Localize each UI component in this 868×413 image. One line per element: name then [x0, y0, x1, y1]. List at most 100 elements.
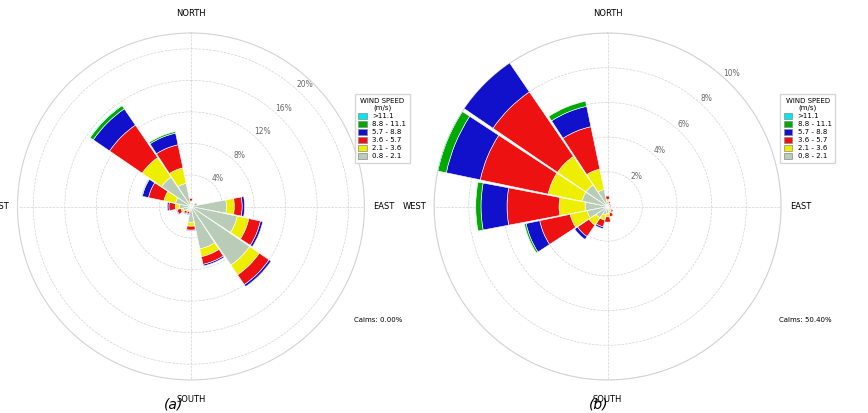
Bar [582, 192, 608, 206]
Bar [559, 197, 585, 216]
Bar [141, 179, 149, 196]
Bar [187, 226, 195, 230]
Bar [608, 206, 610, 211]
Text: (b): (b) [589, 398, 608, 412]
Bar [89, 105, 122, 138]
Legend: >11.1, 8.8 - 11.1, 5.7 - 8.8, 3.6 - 5.7, 2.1 - 3.6, 0.8 - 2.1: >11.1, 8.8 - 11.1, 5.7 - 8.8, 3.6 - 5.7,… [355, 94, 410, 163]
Bar [608, 211, 611, 213]
Bar [148, 183, 168, 201]
Legend: >11.1, 8.8 - 11.1, 5.7 - 8.8, 3.6 - 5.7, 2.1 - 3.6, 0.8 - 2.1: >11.1, 8.8 - 11.1, 5.7 - 8.8, 3.6 - 5.7,… [780, 94, 835, 163]
Bar [596, 218, 605, 227]
Bar [238, 253, 269, 285]
Bar [609, 212, 614, 217]
Bar [524, 223, 538, 253]
Bar [195, 203, 197, 205]
Bar [192, 204, 193, 206]
Bar [480, 135, 556, 194]
Bar [607, 206, 608, 214]
Bar [493, 92, 574, 172]
Bar [231, 216, 249, 239]
Bar [444, 43, 497, 96]
Bar [169, 202, 175, 211]
Bar [476, 182, 483, 231]
Bar [608, 203, 609, 205]
Bar [605, 217, 610, 222]
Bar [201, 249, 223, 264]
Bar [175, 204, 180, 209]
Bar [231, 247, 260, 275]
Bar [191, 206, 237, 233]
Bar [526, 221, 549, 252]
Bar [190, 201, 192, 203]
Bar [587, 169, 604, 192]
Bar [585, 202, 608, 211]
Bar [181, 208, 184, 212]
Bar [588, 206, 608, 218]
Bar [600, 214, 606, 220]
Bar [176, 209, 179, 215]
Bar [610, 209, 614, 212]
Bar [609, 206, 611, 207]
Bar [437, 112, 470, 173]
Bar [609, 209, 612, 211]
Bar [164, 191, 178, 203]
Bar [149, 132, 175, 144]
Bar [603, 206, 608, 215]
Bar [606, 214, 609, 217]
Bar [191, 206, 214, 249]
Bar [177, 209, 182, 214]
Bar [190, 202, 192, 206]
Bar [436, 111, 463, 171]
Bar [240, 218, 260, 245]
Bar [161, 177, 191, 206]
Bar [608, 206, 609, 207]
Bar [187, 230, 195, 231]
Text: (a): (a) [164, 398, 183, 412]
Bar [191, 200, 227, 213]
Bar [178, 183, 191, 206]
Bar [577, 219, 595, 237]
Bar [575, 227, 587, 240]
Bar [168, 202, 169, 211]
Bar [203, 256, 224, 266]
Bar [142, 179, 155, 198]
Bar [187, 211, 190, 214]
Bar [142, 158, 171, 187]
Bar [191, 205, 194, 206]
Bar [244, 260, 271, 287]
Bar [191, 206, 250, 265]
Bar [183, 211, 186, 214]
Bar [609, 204, 611, 206]
Bar [598, 190, 608, 206]
Bar [183, 206, 191, 211]
Bar [200, 243, 219, 256]
Bar [93, 109, 135, 151]
Bar [191, 204, 192, 205]
Bar [540, 214, 575, 244]
Bar [150, 133, 178, 154]
Bar [481, 183, 509, 230]
Bar [596, 206, 608, 218]
Bar [608, 206, 609, 207]
Bar [589, 214, 600, 225]
Bar [549, 101, 587, 121]
Bar [606, 196, 609, 199]
Bar [169, 168, 186, 187]
Bar [250, 221, 263, 247]
Bar [90, 106, 124, 140]
Bar [189, 198, 193, 199]
Bar [557, 157, 593, 192]
Bar [179, 204, 191, 209]
Bar [194, 204, 196, 206]
Bar [187, 222, 194, 226]
Bar [187, 206, 191, 210]
Bar [188, 206, 194, 222]
Bar [608, 205, 609, 206]
Bar [608, 202, 610, 204]
Bar [184, 210, 187, 214]
Bar [607, 199, 608, 202]
Bar [563, 127, 600, 175]
Text: Calms: 50.40%: Calms: 50.40% [779, 317, 832, 323]
Bar [445, 45, 505, 104]
Bar [507, 188, 560, 225]
